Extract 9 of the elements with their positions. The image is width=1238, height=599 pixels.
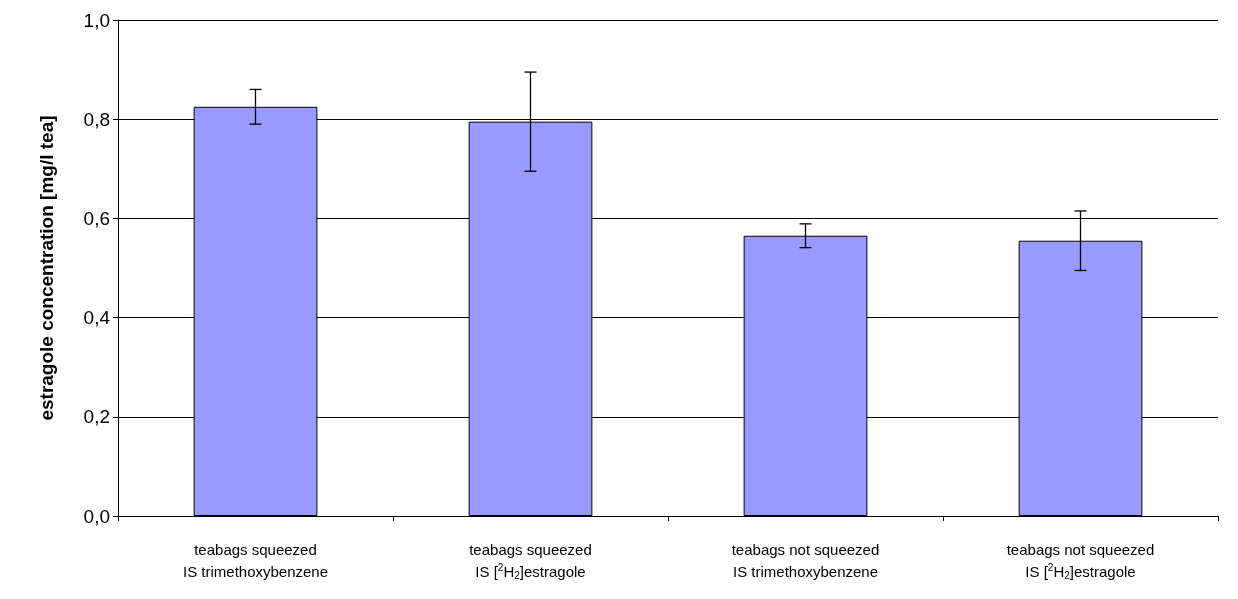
y-tick-label: 0,4 (83, 307, 111, 329)
x-tick-label: teabags not squeezed IS trimethoxybenzene (731, 540, 880, 580)
y-tick-label: 0,0 (83, 505, 110, 527)
y-tick-label: 1,0 (83, 9, 110, 31)
y-tick-label: 0,2 (83, 406, 110, 428)
y-axis-title: estragole concentration [mg/l tea] (36, 115, 57, 421)
y-tick-label: 0,6 (83, 207, 110, 229)
y-tick-label: 0,8 (83, 108, 110, 130)
x-tick-label: teabags squeezed IS trimethoxybenzene (182, 540, 329, 580)
